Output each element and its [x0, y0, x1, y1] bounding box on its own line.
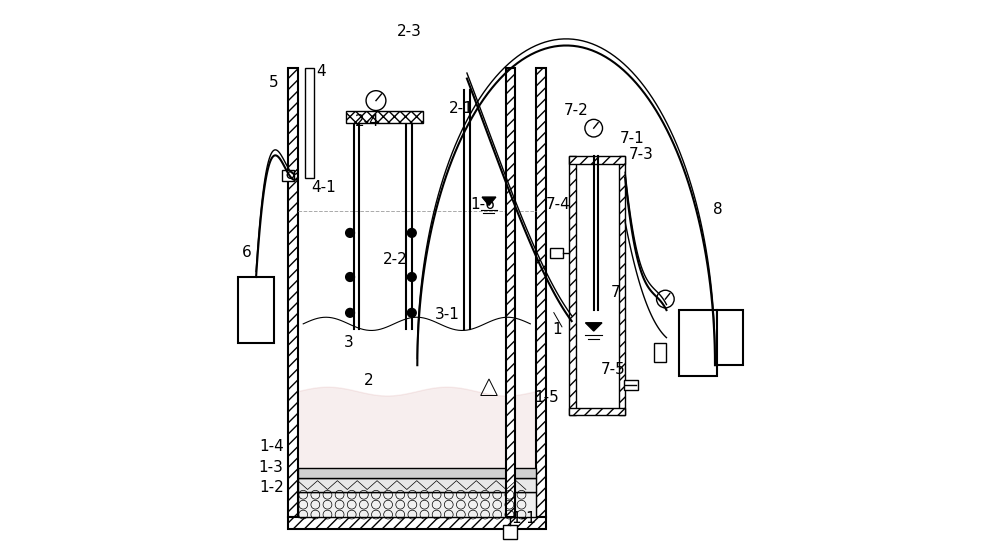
Text: 2-4: 2-4: [355, 114, 380, 129]
Text: 4: 4: [316, 64, 326, 79]
Text: 2-3: 2-3: [397, 24, 421, 39]
Text: 5: 5: [269, 75, 279, 90]
Bar: [679, 310, 717, 376]
Bar: [238, 277, 274, 343]
Text: 7: 7: [611, 285, 621, 300]
Bar: [506, 68, 515, 517]
Bar: [569, 408, 625, 415]
Text: 7-4: 7-4: [546, 197, 570, 212]
Circle shape: [407, 228, 416, 237]
Bar: [536, 68, 546, 517]
Bar: [346, 111, 423, 122]
Bar: [305, 68, 314, 178]
Bar: [654, 343, 666, 362]
Text: 7-3: 7-3: [629, 147, 654, 162]
Text: 3-1: 3-1: [435, 307, 460, 322]
Text: 6: 6: [242, 245, 251, 260]
Polygon shape: [585, 323, 602, 331]
Text: 1-1: 1-1: [511, 511, 536, 526]
Circle shape: [346, 228, 354, 237]
Text: 2: 2: [364, 373, 374, 388]
Bar: [503, 525, 517, 539]
Text: 1-2: 1-2: [259, 480, 284, 495]
Text: 1-5: 1-5: [534, 389, 559, 404]
Bar: [624, 380, 638, 390]
Bar: [569, 156, 625, 164]
Text: 1-6: 1-6: [470, 197, 495, 212]
Text: 8: 8: [713, 202, 723, 217]
Bar: [288, 68, 298, 517]
Bar: [717, 310, 743, 365]
Bar: [298, 492, 536, 517]
Text: 7-1: 7-1: [620, 131, 645, 146]
Bar: [298, 478, 536, 492]
Bar: [619, 156, 625, 415]
Bar: [298, 468, 536, 478]
Text: 7-2: 7-2: [564, 103, 588, 118]
Text: 2-2: 2-2: [383, 252, 408, 267]
Text: 1-4: 1-4: [259, 439, 284, 454]
Text: 3: 3: [344, 335, 353, 350]
Bar: [288, 517, 546, 529]
Text: 1-3: 1-3: [259, 460, 284, 475]
Text: 2-1: 2-1: [449, 101, 474, 116]
Circle shape: [407, 273, 416, 281]
Circle shape: [346, 273, 354, 281]
Text: 1: 1: [552, 322, 562, 337]
Text: 7-5: 7-5: [601, 362, 625, 377]
Bar: [550, 248, 563, 258]
Circle shape: [407, 309, 416, 317]
Circle shape: [346, 309, 354, 317]
Polygon shape: [482, 197, 496, 206]
Text: 4-1: 4-1: [311, 180, 336, 195]
Bar: [282, 170, 294, 181]
Bar: [569, 156, 576, 415]
